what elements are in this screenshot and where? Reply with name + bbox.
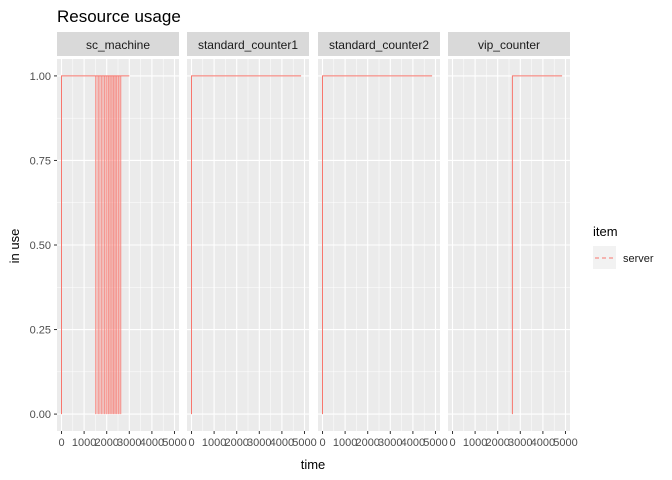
x-tick-label: 0 — [58, 437, 64, 449]
facet-strip — [187, 32, 309, 56]
y-tick-label: 0.25 — [30, 325, 51, 337]
x-tick-label: 2000 — [355, 437, 379, 449]
x-tick-label: 2000 — [224, 437, 248, 449]
facet-strip — [57, 32, 179, 56]
facet-strip — [448, 32, 570, 56]
x-tick-label: 5000 — [162, 437, 186, 449]
legend-title: item — [593, 224, 618, 239]
y-tick-label: 0.50 — [30, 240, 51, 252]
series-line-server — [61, 75, 130, 415]
x-tick-label: 4000 — [401, 437, 425, 449]
x-tick-label: 0 — [188, 437, 194, 449]
chart-title: Resource usage — [57, 7, 181, 26]
x-tick-label: 4000 — [140, 437, 164, 449]
x-tick-label: 5000 — [553, 437, 577, 449]
x-tick-label: 3000 — [247, 437, 271, 449]
facet-strip-label: standard_counter1 — [198, 38, 298, 52]
x-tick-label: 0 — [319, 437, 325, 449]
x-axis-title: time — [301, 457, 326, 472]
x-tick-label: 0 — [449, 437, 455, 449]
x-tick-label: 3000 — [378, 437, 402, 449]
series-line-server — [322, 75, 433, 415]
x-tick-label: 2000 — [485, 437, 509, 449]
x-tick-label: 3000 — [117, 437, 141, 449]
y-tick-label: 0.00 — [30, 409, 51, 421]
x-tick-label: 1000 — [202, 437, 226, 449]
x-tick-label: 1000 — [72, 437, 96, 449]
facet-strip-label: standard_counter2 — [329, 38, 429, 52]
y-tick-label: 0.75 — [30, 155, 51, 167]
facet-strip — [318, 32, 440, 56]
y-axis-title: in use — [7, 229, 22, 264]
x-tick-label: 5000 — [292, 437, 316, 449]
x-tick-label: 3000 — [508, 437, 532, 449]
facet-strip-label: vip_counter — [478, 38, 540, 52]
series-line-server — [511, 75, 563, 415]
facet-strip-label: sc_machine — [86, 38, 150, 52]
x-tick-label: 4000 — [270, 437, 294, 449]
legend: item server — [593, 224, 654, 269]
x-tick-label: 1000 — [463, 437, 487, 449]
x-tick-label: 5000 — [423, 437, 447, 449]
series-line-server — [191, 75, 302, 415]
x-tick-label: 1000 — [333, 437, 357, 449]
legend-label-server: server — [623, 253, 654, 265]
x-tick-label: 4000 — [531, 437, 555, 449]
y-tick-label: 1.00 — [30, 71, 51, 83]
x-tick-label: 2000 — [94, 437, 118, 449]
